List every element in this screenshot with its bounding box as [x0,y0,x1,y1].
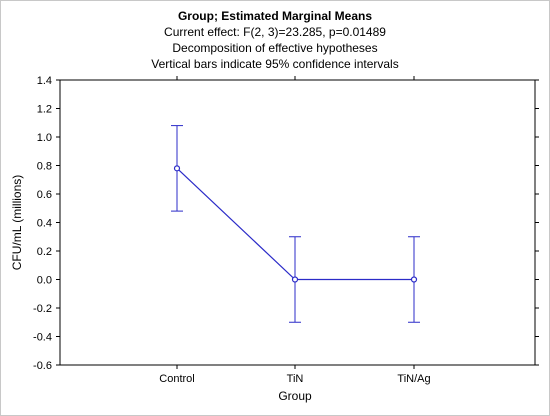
y-axis-title: CFU/mL (millions) [10,175,24,271]
y-tick-label: -0.6 [33,360,52,372]
x-axis-title: Group [278,389,312,403]
series-group [171,125,420,323]
chart-subtitle-line-2: Decomposition of effective hypotheses [172,41,378,55]
y-tick-label: 0.4 [37,218,52,230]
data-point [173,165,181,172]
title-block: Group; Estimated Marginal Means Current … [0,8,550,72]
y-tick-label: -0.2 [33,303,52,315]
chart-title: Group; Estimated Marginal Means [177,9,373,23]
chart-subtitle-line-1: Current effect: F(2, 3)=23.285, p=0.0148… [164,25,386,39]
y-tick-label: 0.6 [37,189,52,201]
x-tick-label: TiN/Ag [397,373,430,385]
data-point [291,276,299,283]
y-tick-label: 0.2 [37,246,52,258]
y-tick-label: 0.0 [37,275,52,287]
y-tick-label: 1.2 [37,104,52,116]
x-tick-label: TiN [287,373,304,385]
y-axis: 1.4 1.2 1.0 0.8 0.6 0.4 0.2 0.0 -0.2 -0.4 -0.6 [33,75,539,372]
y-tick-label: 1.0 [37,132,52,144]
x-tick-label: Control [159,373,194,385]
x-axis: Control TiN TiN/Ag [159,76,431,385]
data-point [410,276,418,283]
y-tick-label: 0.8 [37,161,52,173]
y-tick-label: 1.4 [37,75,52,87]
y-tick-label: -0.4 [33,332,52,344]
chart-subtitle-line-3: Vertical bars indicate 95% confidence in… [151,57,399,71]
